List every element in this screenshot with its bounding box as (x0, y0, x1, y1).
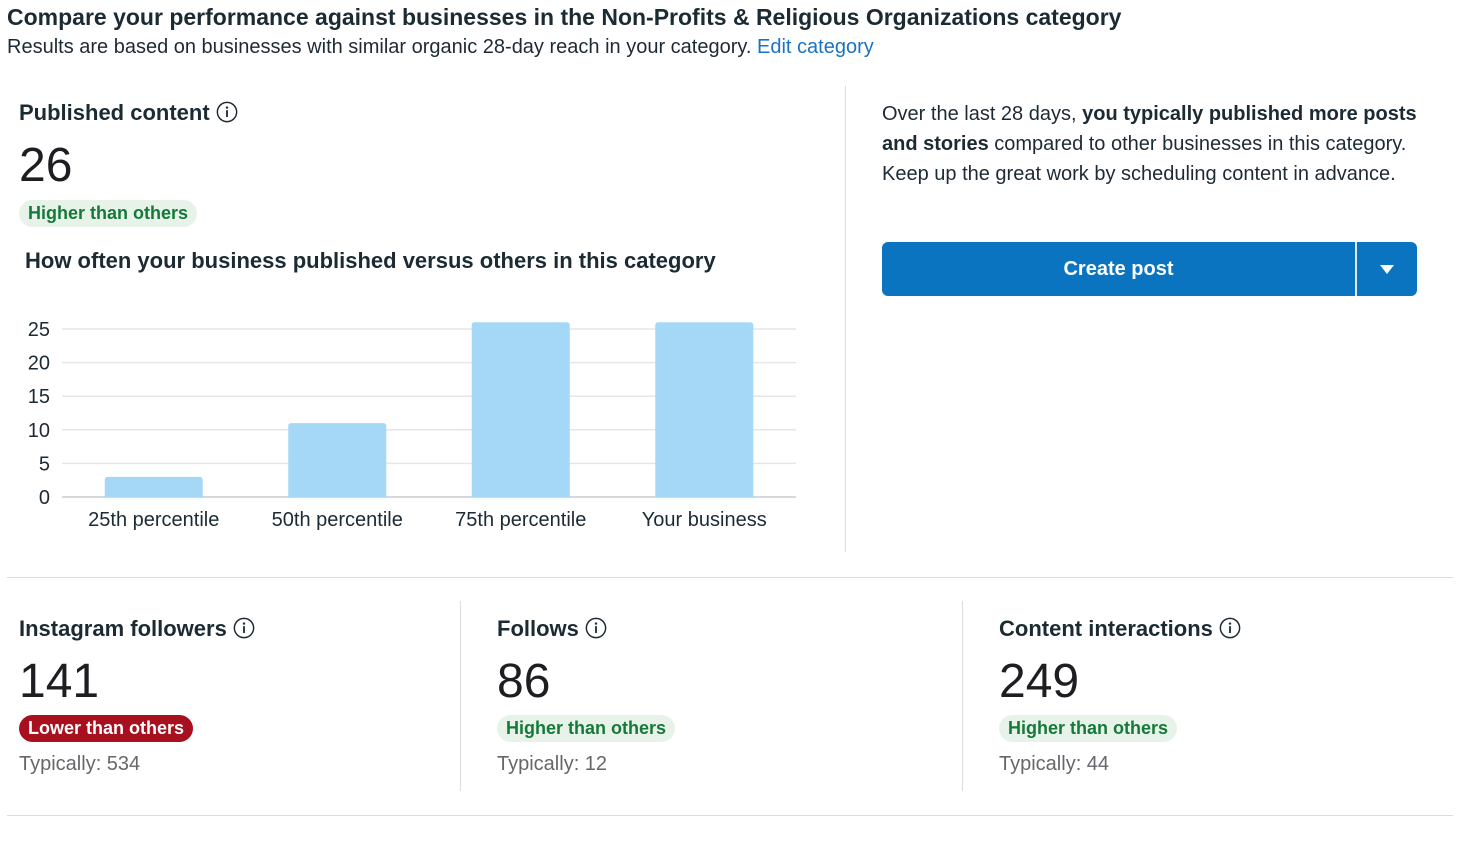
typical-value: Typically: 534 (19, 753, 141, 775)
metric-label-text: Follows (497, 616, 579, 641)
y-tick-label: 5 (39, 453, 50, 475)
typical-value: Typically: 12 (497, 753, 608, 775)
insight-bold: you typically published more posts and s… (882, 103, 1417, 155)
metric-card-follows: Follows 86 Higher than others Typically:… (497, 616, 676, 776)
y-tick-label: 15 (28, 386, 50, 408)
edit-category-link[interactable]: Edit category (757, 36, 874, 58)
bar (655, 322, 754, 497)
y-tick-label: 10 (28, 420, 50, 442)
split-separator (1355, 242, 1357, 296)
vertical-divider (845, 86, 846, 552)
metric-label: Follows (497, 616, 675, 642)
status-badge: Higher than others (497, 715, 676, 742)
metric-divider (460, 601, 461, 791)
metric-value: 249 (999, 655, 1080, 708)
create-post-dropdown-button[interactable] (1357, 242, 1417, 296)
subtitle-text: Results are based on businesses with sim… (7, 36, 752, 58)
create-post-split-button: Create post (882, 242, 1417, 296)
status-badge: Higher than others (999, 715, 1178, 742)
metric-label: Instagram followers (19, 616, 255, 642)
published-content-value: 26 (19, 139, 73, 192)
x-tick-label: Your business (642, 509, 767, 531)
insight-text: Over the last 28 days, you typically pub… (882, 99, 1422, 189)
x-tick-label: 75th percentile (455, 509, 586, 531)
metric-value: 86 (497, 655, 551, 708)
x-tick-label: 25th percentile (88, 509, 219, 531)
x-tick-label: 50th percentile (272, 509, 403, 531)
y-tick-label: 20 (28, 353, 50, 375)
typical-value: Typically: 44 (999, 753, 1110, 775)
info-icon[interactable] (585, 617, 607, 639)
published-content-label-text: Published content (19, 100, 210, 125)
metric-value: 141 (19, 655, 100, 708)
metric-divider (962, 601, 963, 791)
metric-label: Content interactions (999, 616, 1241, 642)
published-bar-chart: 0 5 10 15 20 25 25th percentile 50th percentile… (28, 319, 796, 531)
metric-card-instagram-followers: Instagram followers 141 Lower than other… (19, 616, 255, 776)
page-subtitle: Results are based on businesses with sim… (7, 36, 874, 59)
info-icon[interactable] (216, 101, 238, 123)
bar (288, 423, 387, 497)
y-tick-label: 25 (28, 319, 50, 341)
published-content-label: Published content (19, 100, 238, 126)
info-icon[interactable] (1219, 617, 1241, 639)
insight-suffix: compared to other businesses in this cat… (882, 133, 1407, 185)
metric-label-text: Content interactions (999, 616, 1213, 641)
chart-title: How often your business published versus… (25, 248, 716, 273)
horizontal-divider (7, 577, 1453, 578)
caret-down-icon (1380, 264, 1394, 274)
info-icon[interactable] (233, 617, 255, 639)
horizontal-divider-bottom (7, 815, 1453, 816)
published-status-badge: Higher than others (19, 200, 198, 227)
bar (104, 476, 203, 497)
bar (471, 322, 570, 497)
status-badge: Lower than others (19, 715, 194, 742)
create-post-button[interactable]: Create post (1063, 257, 1174, 280)
page-title: Compare your performance against busines… (7, 4, 1122, 30)
metric-card-content-interactions: Content interactions 249 Higher than oth… (999, 616, 1241, 776)
y-tick-label: 0 (39, 487, 50, 509)
insight-prefix: Over the last 28 days, (882, 103, 1083, 125)
metric-label-text: Instagram followers (19, 616, 227, 641)
